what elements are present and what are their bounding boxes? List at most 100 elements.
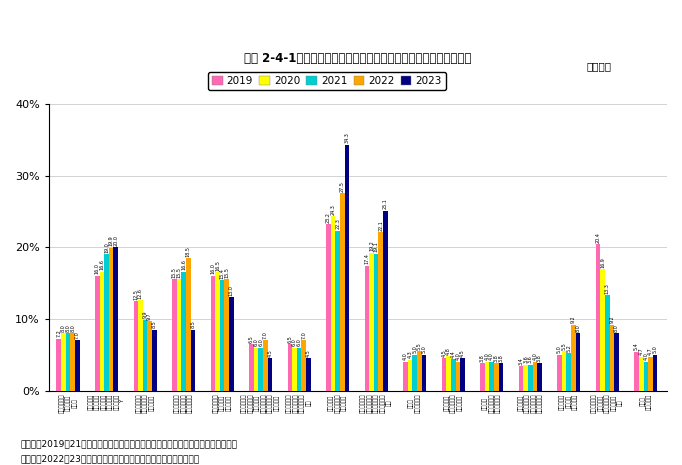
Bar [451,359,456,391]
Bar [576,333,580,391]
Bar [113,247,118,391]
Text: （年度）: （年度） [587,61,612,72]
Bar [571,325,576,391]
Bar [344,145,349,391]
Bar [460,358,464,391]
Bar [537,363,542,391]
Text: 4.0: 4.0 [643,352,649,360]
Text: 16.6: 16.6 [100,259,104,270]
Text: 5.0: 5.0 [557,345,562,353]
Text: 8.5: 8.5 [152,320,157,328]
Text: 2022、23年度は直前職が介護関係だった人の辞めた理由。: 2022、23年度は直前職が介護関係だった人の辞めた理由。 [20,455,200,464]
Text: 5.0: 5.0 [412,345,417,353]
Bar [95,276,100,391]
Bar [340,193,344,391]
Bar [528,365,533,391]
Text: 8.5: 8.5 [190,320,195,328]
Text: 19.1: 19.1 [374,241,379,252]
Text: 4.8: 4.8 [446,347,451,355]
Bar [523,365,528,391]
Bar [211,276,216,391]
Text: 3.8: 3.8 [480,354,485,362]
Bar [109,248,113,391]
Text: 8.0: 8.0 [576,324,580,332]
Bar [70,333,75,391]
Text: 18.5: 18.5 [186,246,191,257]
Text: 17.4: 17.4 [364,253,370,265]
Bar [417,351,421,391]
Text: 4.7: 4.7 [648,348,653,355]
Text: 3.8: 3.8 [494,354,499,362]
Text: 6.5: 6.5 [287,335,293,343]
Text: 6.0: 6.0 [258,339,263,346]
Text: 6.0: 6.0 [292,339,297,346]
Title: 図表 2-4-1　前職の介護関係の仕事をやめた理由（複数回答）推移: 図表 2-4-1 前職の介護関係の仕事をやめた理由（複数回答）推移 [244,52,471,65]
Text: 16.0: 16.0 [210,264,216,274]
Bar [639,357,644,391]
Bar [258,347,263,391]
Text: 8.0: 8.0 [614,324,619,332]
Text: 9.7: 9.7 [147,312,152,319]
Text: 34.3: 34.3 [344,133,349,143]
Bar [292,347,297,391]
Text: 4.0: 4.0 [403,352,408,360]
Text: 16.5: 16.5 [215,260,220,271]
Bar [365,266,369,391]
Text: 8.0: 8.0 [65,324,70,332]
Bar [403,362,408,391]
Text: 3.4: 3.4 [518,357,524,365]
Bar [249,344,254,391]
Text: 4.0: 4.0 [456,352,460,360]
Bar [446,356,451,391]
Bar [65,333,70,391]
Bar [147,321,152,391]
Bar [301,340,306,391]
Bar [596,244,600,391]
Bar [567,353,571,391]
Text: 12.5: 12.5 [133,289,138,299]
Bar [644,362,648,391]
Text: 12.6: 12.6 [138,288,143,299]
Text: 3.8: 3.8 [499,354,503,362]
Bar [224,279,229,391]
Text: 4.5: 4.5 [460,349,465,357]
Legend: 2019, 2020, 2021, 2022, 2023: 2019, 2020, 2021, 2022, 2023 [208,72,446,90]
Text: 9.2: 9.2 [610,316,614,323]
Bar [408,360,413,391]
Bar [61,333,65,391]
Text: 9.9: 9.9 [143,311,147,318]
Bar [605,295,610,391]
Text: 4.0: 4.0 [485,352,490,360]
Text: （注）　2019～21年度は介護関係の仕事をしたことがある人の前職を辞めた理由。: （注） 2019～21年度は介護関係の仕事をしたことがある人の前職を辞めた理由。 [20,439,237,448]
Text: 8.0: 8.0 [61,324,66,332]
Text: 19.2: 19.2 [369,241,374,252]
Text: 5.5: 5.5 [417,342,422,350]
Text: 23.2: 23.2 [326,212,331,223]
Text: 24.3: 24.3 [331,204,336,215]
Bar [190,330,195,391]
Text: 7.0: 7.0 [301,331,306,339]
Bar [57,339,61,391]
Text: 15.4: 15.4 [220,268,224,279]
Bar [326,224,331,391]
Text: 7.0: 7.0 [263,331,268,339]
Text: 13.0: 13.0 [229,285,234,296]
Bar [490,362,494,391]
Bar [143,319,147,391]
Text: 15.5: 15.5 [177,267,181,278]
Bar [648,357,653,391]
Text: 4.0: 4.0 [489,352,494,360]
Bar [263,340,267,391]
Text: 9.2: 9.2 [571,316,576,323]
Bar [600,269,605,391]
Bar [499,363,503,391]
Text: 5.0: 5.0 [653,345,657,353]
Text: 6.0: 6.0 [297,339,301,346]
Bar [634,352,639,391]
Bar [172,279,177,391]
Bar [288,344,292,391]
Text: 13.3: 13.3 [605,283,610,294]
Bar [267,358,272,391]
Text: 5.5: 5.5 [562,342,567,350]
Text: 20.0: 20.0 [113,235,118,246]
